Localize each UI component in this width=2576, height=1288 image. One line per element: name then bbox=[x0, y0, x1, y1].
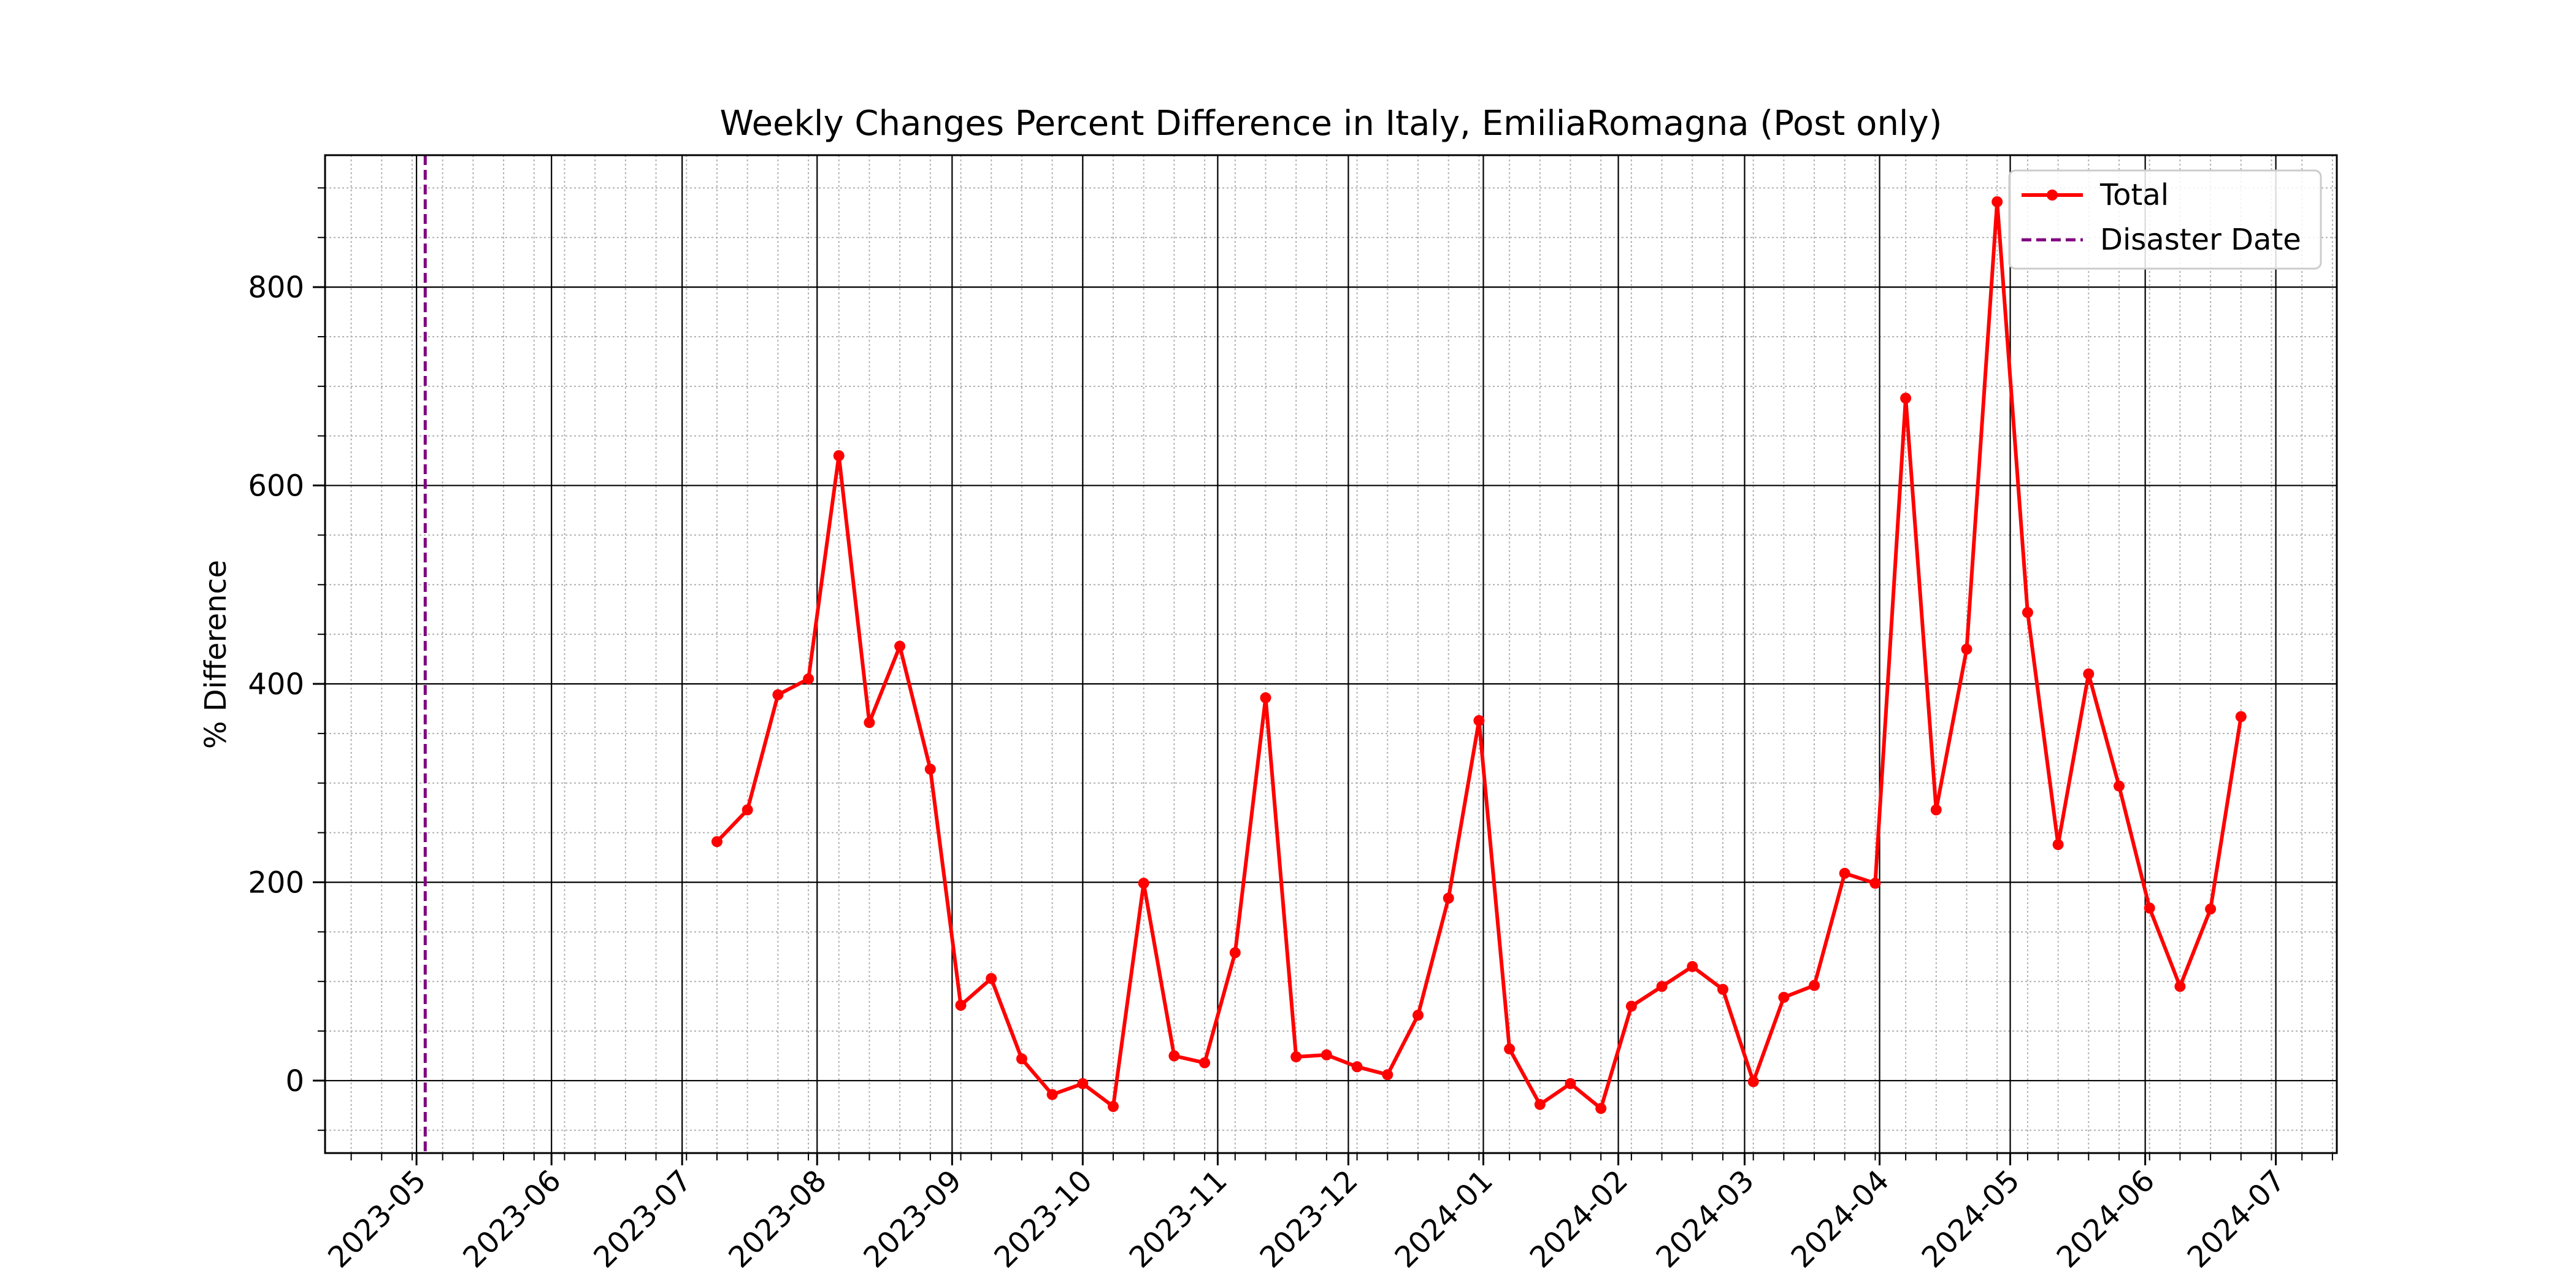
legend: Total Disaster Date bbox=[2008, 169, 2322, 270]
plot-frame bbox=[324, 154, 2338, 1154]
data-point bbox=[1260, 692, 1271, 703]
data-point bbox=[2114, 780, 2125, 792]
data-point bbox=[1717, 984, 1728, 995]
data-point bbox=[742, 804, 753, 816]
data-point bbox=[1687, 960, 1698, 972]
data-point bbox=[2174, 981, 2186, 992]
data-point bbox=[1077, 1078, 1089, 1089]
data-point bbox=[1747, 1076, 1759, 1087]
data-point bbox=[1443, 892, 1454, 904]
major-gridlines bbox=[325, 155, 2337, 1153]
data-point bbox=[772, 689, 784, 700]
data-point bbox=[2052, 839, 2064, 850]
data-point bbox=[1290, 1051, 1302, 1063]
data-point bbox=[1534, 1098, 1546, 1110]
legend-label-total: Total bbox=[2099, 178, 2169, 212]
y-axis-label: % Difference bbox=[199, 560, 233, 749]
data-point bbox=[1229, 947, 1241, 959]
data-point bbox=[1382, 1069, 1393, 1081]
data-point bbox=[1778, 992, 1790, 1003]
data-point bbox=[1625, 1000, 1637, 1012]
data-point bbox=[1961, 643, 1972, 655]
data-point bbox=[1168, 1050, 1180, 1062]
data-point bbox=[1656, 981, 1668, 992]
data-point bbox=[2022, 607, 2033, 618]
y-tick-label: 200 bbox=[248, 865, 304, 900]
legend-box bbox=[2008, 169, 2322, 270]
data-point bbox=[1809, 979, 1820, 991]
data-point bbox=[924, 764, 936, 775]
data-point bbox=[803, 673, 815, 684]
axis-ticks bbox=[313, 187, 2333, 1165]
data-point bbox=[1595, 1103, 1607, 1114]
data-point bbox=[1321, 1049, 1332, 1060]
legend-total-marker-icon bbox=[2047, 190, 2058, 201]
data-point bbox=[1108, 1101, 1119, 1112]
data-point bbox=[1199, 1057, 1211, 1068]
y-tick-label: 600 bbox=[248, 469, 304, 504]
data-point bbox=[1930, 804, 1942, 816]
data-point bbox=[833, 450, 845, 461]
data-point bbox=[1504, 1043, 1516, 1055]
data-point bbox=[1138, 878, 1149, 889]
data-point bbox=[894, 640, 906, 652]
y-tick-label: 400 bbox=[248, 667, 304, 702]
data-point bbox=[2205, 903, 2217, 915]
data-point bbox=[1900, 393, 1912, 404]
data-point bbox=[1473, 715, 1485, 726]
data-point bbox=[1565, 1078, 1576, 1089]
y-tick-label: 800 bbox=[248, 270, 304, 305]
data-point bbox=[2083, 668, 2095, 680]
data-point bbox=[864, 717, 875, 729]
data-point bbox=[1991, 196, 2003, 207]
data-point bbox=[1839, 867, 1850, 879]
series-layer bbox=[711, 196, 2247, 1114]
data-point bbox=[711, 836, 723, 848]
data-point bbox=[1413, 1010, 1424, 1021]
data-point bbox=[1016, 1053, 1027, 1065]
data-point bbox=[955, 1000, 967, 1011]
data-point bbox=[1351, 1061, 1363, 1073]
data-point bbox=[1046, 1089, 1058, 1100]
data-point bbox=[1869, 878, 1881, 889]
data-point bbox=[2144, 902, 2155, 914]
legend-label-disaster-date: Disaster Date bbox=[2100, 223, 2301, 257]
chart-title: Weekly Changes Percent Difference in Ita… bbox=[720, 104, 1942, 144]
y-tick-label: 0 bbox=[285, 1064, 304, 1098]
data-point bbox=[986, 973, 997, 984]
data-point bbox=[2235, 711, 2247, 723]
y-tick-labels: 0 200 400 600 800 bbox=[248, 270, 304, 1098]
